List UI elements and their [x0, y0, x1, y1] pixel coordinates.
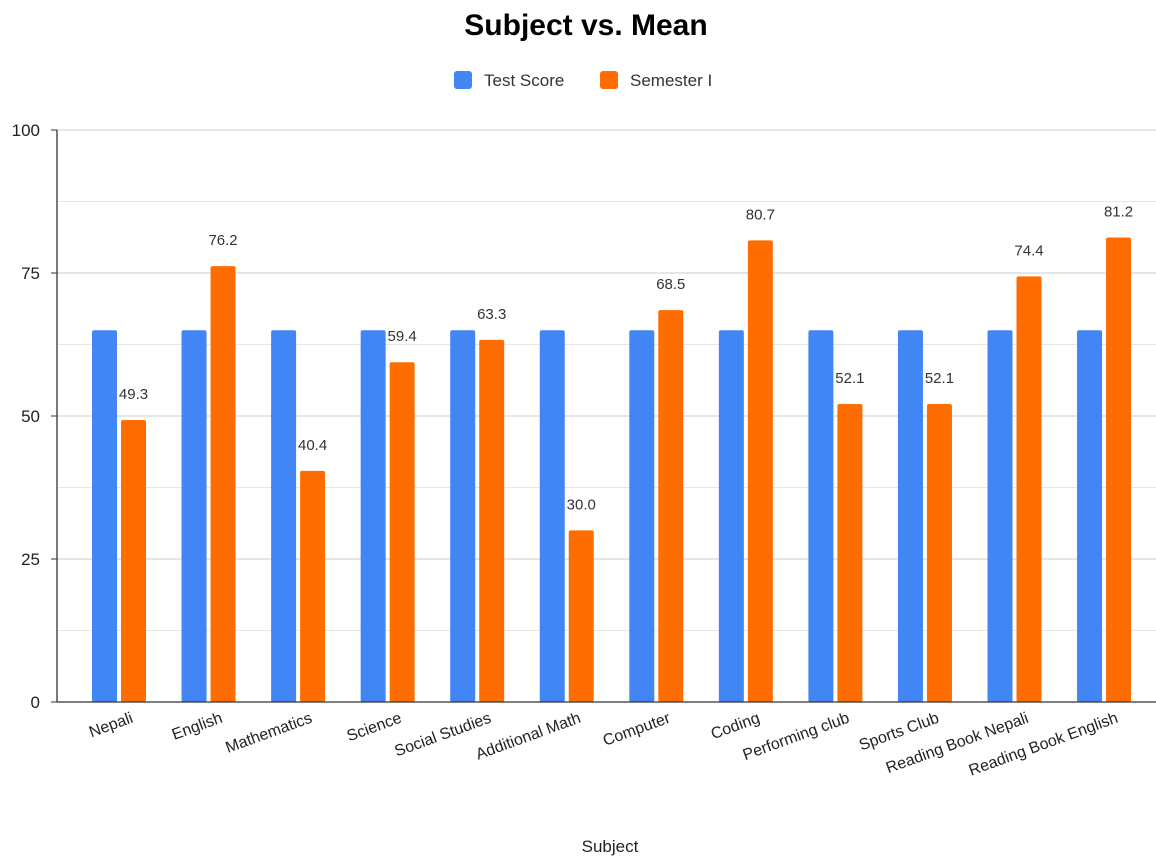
bar-semester-i: [926, 403, 952, 702]
bar-test-score: [271, 330, 297, 702]
x-tick-label: Science: [345, 710, 404, 745]
legend-label: Semester I: [630, 71, 712, 90]
data-label: 80.7: [746, 206, 775, 223]
y-tick-label: 75: [21, 264, 40, 283]
bar-test-score: [360, 330, 386, 702]
bar-test-score: [181, 330, 207, 702]
x-tick-label: English: [170, 710, 225, 744]
y-tick-label: 25: [21, 550, 40, 569]
bar-semester-i: [389, 362, 415, 702]
data-label: 40.4: [298, 437, 327, 454]
data-label: 68.5: [656, 276, 685, 293]
x-tick-label: Computer: [601, 710, 673, 750]
legend-label: Test Score: [484, 71, 564, 90]
y-tick-label: 100: [12, 121, 40, 140]
data-label: 74.4: [1014, 242, 1043, 259]
y-tick-label: 50: [21, 407, 40, 426]
bar-test-score: [718, 330, 744, 702]
bar-semester-i: [1016, 276, 1042, 702]
bar-semester-i: [210, 266, 236, 702]
bar-test-score: [629, 330, 655, 702]
bar-semester-i: [568, 530, 594, 702]
bar-semester-i: [1106, 237, 1132, 702]
data-label: 81.2: [1104, 204, 1133, 221]
bar-semester-i: [479, 339, 505, 702]
bar-semester-i: [300, 470, 326, 702]
bar-semester-i: [747, 240, 773, 702]
data-label: 52.1: [835, 370, 864, 387]
y-tick-label: 0: [31, 693, 40, 712]
data-label: 63.3: [477, 306, 506, 323]
data-label: 49.3: [119, 386, 148, 403]
x-tick-label: Coding: [709, 710, 762, 743]
bar-test-score: [897, 330, 923, 702]
bar-test-score: [987, 330, 1013, 702]
chart-title: Subject vs. Mean: [464, 9, 707, 42]
data-label: 59.4: [388, 328, 417, 345]
y-axis-ticks: 0 25 50 75 100: [12, 121, 57, 712]
bar-test-score: [92, 330, 117, 702]
bar-semester-i: [658, 310, 684, 702]
legend-swatch: [600, 71, 618, 89]
legend: Test Score Semester I: [454, 71, 712, 90]
data-label: 76.2: [208, 232, 237, 249]
x-tick-label: Mathematics: [223, 710, 314, 757]
data-label: 30.0: [567, 496, 596, 513]
legend-swatch: [454, 71, 472, 89]
x-tick-label: Reading Book English: [967, 710, 1121, 780]
axes: [56, 130, 1156, 703]
bar-test-score: [450, 330, 476, 702]
data-labels-group: 49.3 76.2 40.4 59.4 63.3 30.0 68.5 80.7 52.1 52.1…: [119, 204, 1133, 514]
gridlines: [57, 129, 1156, 631]
bar-semester-i: [121, 420, 146, 702]
bars-group: [92, 237, 1132, 702]
bar-test-score: [808, 330, 834, 702]
bar-test-score: [539, 330, 565, 702]
x-tick-label: Nepali: [87, 710, 135, 741]
x-axis-title: Subject: [582, 837, 639, 856]
bar-test-score: [1077, 330, 1103, 702]
data-label: 52.1: [925, 370, 954, 387]
bar-semester-i: [837, 403, 863, 702]
